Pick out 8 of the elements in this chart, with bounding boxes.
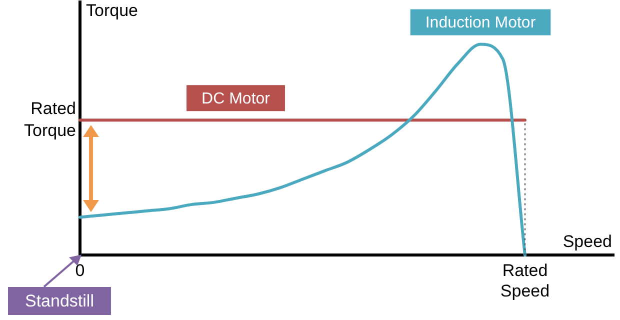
y-axis-title: Torque [86,1,138,20]
text: Standstill [25,292,94,311]
series-label: Induction Motor [425,14,536,32]
series-label: DC Motor [202,90,271,108]
text: Rated Torque [24,98,76,140]
x-axis-title: Speed [562,232,612,252]
x-tick-label: Rated Speed [500,261,550,300]
x-tick-label: 0 [75,261,85,280]
